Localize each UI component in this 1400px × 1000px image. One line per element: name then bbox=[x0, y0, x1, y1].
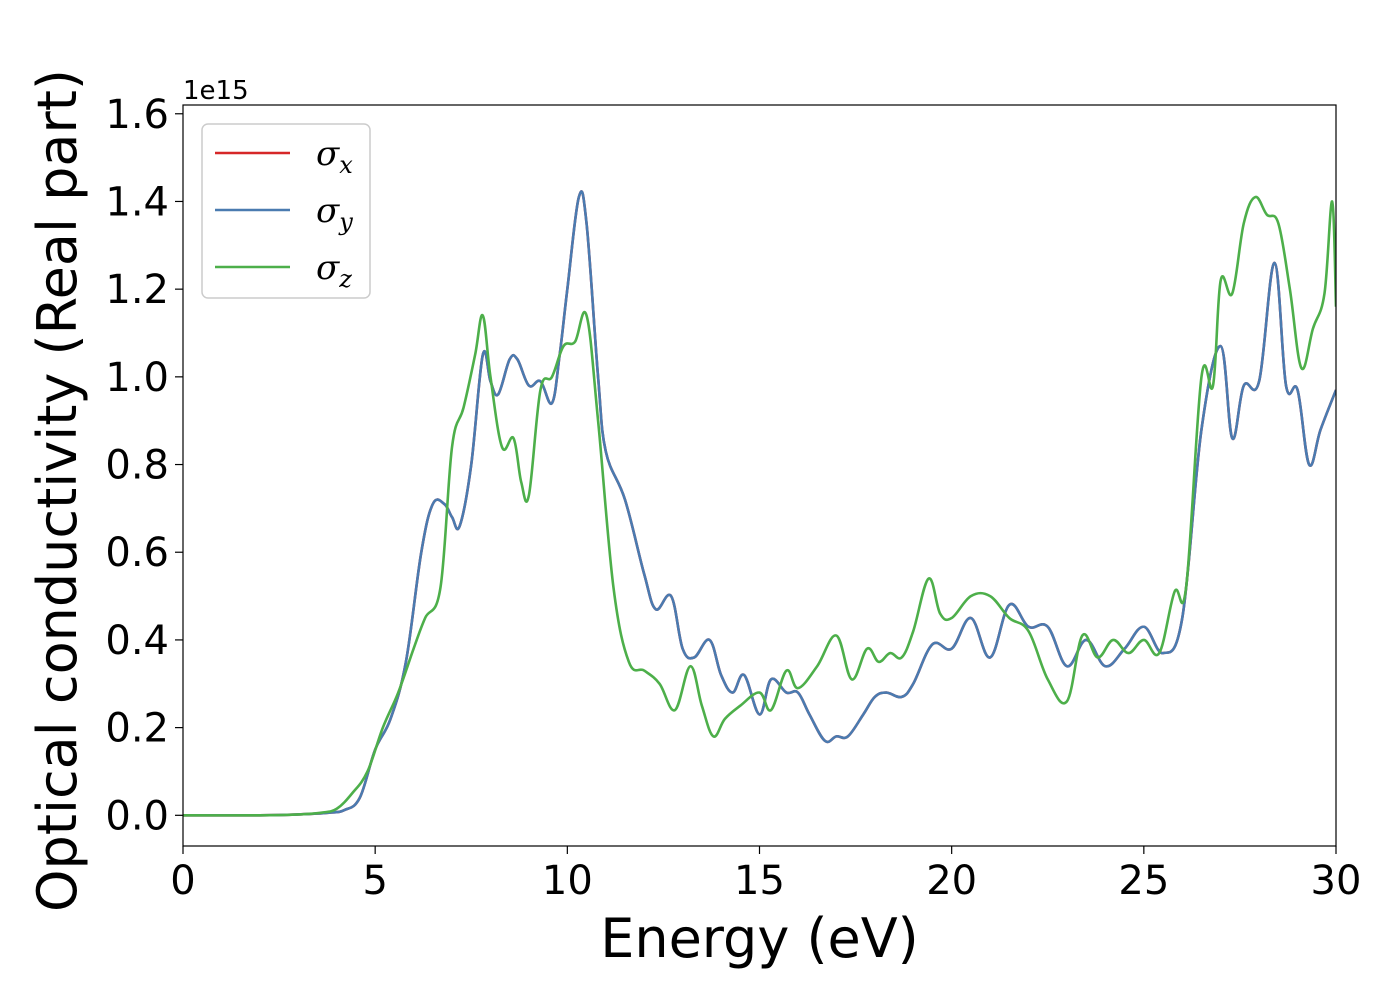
y-tick-label: 0.6 bbox=[105, 530, 169, 576]
x-tick-label: 0 bbox=[170, 858, 195, 904]
y-tick-label: 1.0 bbox=[105, 355, 169, 401]
y-tick-label: 0.2 bbox=[105, 706, 169, 752]
series-layer bbox=[183, 190, 1336, 817]
y-axis-ticks: 0.0 0.2 0.4 0.6 0.8 1.0 1.2 1.4 1.6 bbox=[105, 92, 183, 839]
legend-subscript: z bbox=[338, 265, 352, 293]
y-tick-label: 0.8 bbox=[105, 443, 169, 489]
x-axis-label: Energy (eV) bbox=[600, 907, 919, 970]
y-tick-label: 0.4 bbox=[105, 618, 169, 664]
y-tick-label: 1.6 bbox=[105, 92, 169, 138]
legend-label-y: σy bbox=[316, 191, 353, 236]
legend-subscript: y bbox=[338, 208, 353, 236]
legend-label-z: σz bbox=[316, 248, 352, 293]
y-tick-label: 0.0 bbox=[105, 793, 169, 839]
y-tick-label: 1.4 bbox=[105, 179, 169, 225]
x-tick-label: 25 bbox=[1118, 858, 1169, 904]
series-line-z bbox=[183, 195, 1336, 817]
series-line-y bbox=[183, 190, 1336, 817]
y-axis-label: Optical conductivity (Real part) bbox=[26, 69, 89, 912]
y-axis-offset-text: 1e15 bbox=[183, 76, 249, 106]
y-tick-label: 1.2 bbox=[105, 267, 169, 313]
x-tick-label: 30 bbox=[1311, 858, 1362, 904]
legend-subscript: x bbox=[339, 151, 353, 179]
legend-symbol: σ bbox=[316, 248, 340, 288]
legend-symbol: σ bbox=[316, 134, 340, 174]
x-axis-ticks: 0 5 10 15 20 25 30 bbox=[170, 846, 1361, 904]
legend-symbol: σ bbox=[316, 191, 340, 231]
legend-label-x: σx bbox=[316, 134, 353, 179]
x-tick-label: 15 bbox=[734, 858, 785, 904]
x-tick-label: 5 bbox=[362, 858, 387, 904]
x-tick-label: 10 bbox=[542, 858, 593, 904]
x-tick-label: 20 bbox=[926, 858, 977, 904]
